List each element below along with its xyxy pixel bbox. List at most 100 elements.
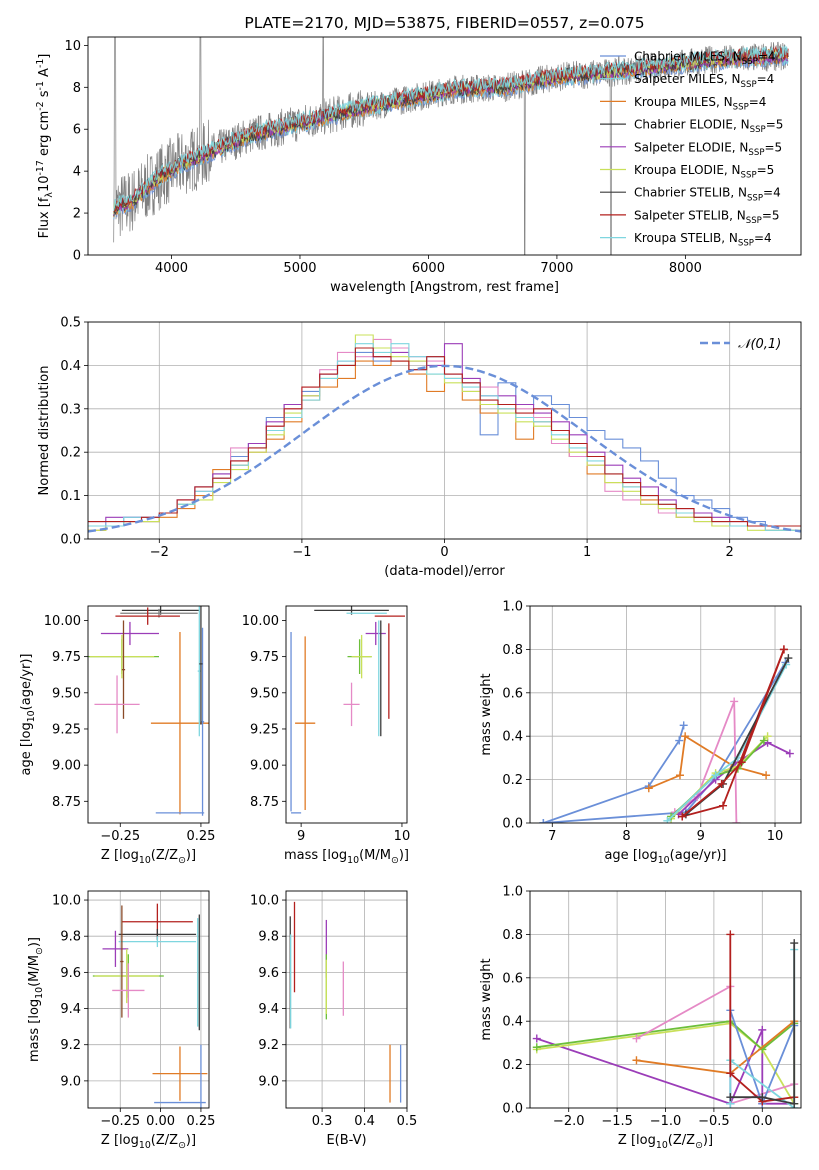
y-tick-label: 0	[73, 249, 81, 264]
legend-label: Salpeter MILES, NSSP​=4	[634, 72, 774, 90]
y-tick-label: 0.0	[502, 1102, 523, 1117]
y-tick-label: 9.25	[52, 722, 81, 737]
x-tick-label: −1.0	[650, 1114, 682, 1129]
y-tick-label: 0.2	[502, 773, 523, 788]
y-tick-label: 9.4	[258, 1002, 279, 1017]
plot-area	[530, 606, 801, 823]
series-marker	[539, 819, 548, 823]
series-marker	[758, 1093, 767, 1102]
x-tick-label: 9	[697, 829, 705, 844]
series-marker	[532, 1043, 541, 1052]
series-line	[543, 661, 787, 823]
series-marker	[759, 736, 768, 745]
x-tick-label: −0.25	[100, 829, 140, 844]
x-axis-label: mass [log10​(M/M⊙​)]	[284, 848, 409, 866]
series-line	[730, 943, 796, 1105]
series-marker	[675, 771, 684, 780]
y-tick-label: 9.2	[258, 1038, 279, 1053]
series-marker	[719, 801, 728, 810]
plot-area	[530, 891, 801, 1108]
y-tick-label: 0.2	[60, 446, 81, 461]
x-tick-label: 0.25	[186, 829, 215, 844]
y-tick-label: 9.2	[60, 1038, 81, 1053]
panel-residuals: −2 −1 0 1 2 0.0 0.1 0.2 0.3 0.4 0.5 (data-model)/er…	[37, 316, 802, 579]
y-axis-label: mass weight	[479, 958, 494, 1040]
series-marker	[632, 1034, 641, 1043]
y-tick-label: 6	[73, 123, 81, 138]
y-axis-label: Flux [fλ​10-17​ erg cm-2​ s-1​ A-1​]	[35, 54, 55, 239]
y-tick-label: 0.5	[60, 316, 81, 331]
y-tick-label: 0.3	[60, 402, 81, 417]
series-marker	[679, 721, 688, 730]
x-tick-label: 0.5	[397, 1114, 418, 1129]
series-marker	[675, 736, 684, 745]
model-line	[113, 44, 789, 212]
y-tick-label: 10	[64, 39, 81, 54]
x-tick-label: 5000	[283, 261, 316, 276]
series-marker	[732, 819, 741, 823]
y-tick-label: 9.6	[258, 966, 279, 981]
y-tick-label: 10.00	[242, 614, 279, 629]
series-marker	[762, 771, 771, 780]
y-tick-label: 0.2	[502, 1058, 523, 1073]
series-marker	[711, 771, 720, 780]
x-tick-label: 10	[394, 829, 411, 844]
series-line	[543, 725, 685, 823]
y-tick-label: 9.6	[60, 966, 81, 981]
x-tick-label: 0.4	[354, 1114, 375, 1129]
legend-label: Kroupa MILES, NSSP​=4	[634, 95, 766, 113]
x-tick-label: −1.5	[601, 1114, 633, 1129]
y-tick-label: 10.00	[44, 614, 81, 629]
legend-label: Kroupa STELIB, NSSP​=4	[634, 231, 772, 249]
y-tick-label: 0.0	[60, 533, 81, 548]
y-tick-label: 9.8	[258, 930, 279, 945]
x-tick-label: 0	[440, 545, 448, 560]
histogram-series	[88, 347, 801, 527]
y-tick-label: 4	[73, 165, 81, 180]
axes-frame	[87, 890, 210, 1109]
x-tick-label: −2.0	[553, 1114, 585, 1129]
series-marker	[681, 732, 690, 741]
series-marker	[785, 749, 794, 758]
x-axis-label: E(B-V)	[326, 1133, 366, 1148]
y-axis-label: age [log10​(age/yr)]	[19, 653, 37, 775]
x-tick-label: 0.00	[146, 1114, 175, 1129]
x-tick-label: 2	[726, 545, 734, 560]
x-axis-label: Z [log10​(Z/Z⊙​)]	[101, 848, 196, 866]
axes-frame	[87, 321, 802, 540]
legend-label: Salpeter STELIB, NSSP​=5	[634, 208, 780, 226]
y-tick-label: 0.6	[502, 686, 523, 701]
series-line	[666, 664, 787, 822]
series-marker	[632, 1056, 641, 1065]
axes-frame	[87, 36, 802, 256]
series-marker	[726, 1093, 735, 1102]
series-marker	[726, 1069, 735, 1078]
y-tick-label: 8	[73, 81, 81, 96]
series-marker	[779, 645, 788, 654]
y-tick-label: 9.00	[250, 759, 279, 774]
x-tick-label: 4000	[155, 261, 188, 276]
y-tick-label: 9.0	[258, 1074, 279, 1089]
y-tick-label: 1.0	[502, 885, 523, 900]
axes-frame	[529, 605, 802, 824]
series-marker	[532, 1034, 541, 1043]
y-tick-label: 1.0	[502, 600, 523, 615]
series-marker	[717, 779, 726, 788]
series-line	[636, 984, 795, 1105]
x-axis-label: (data-model)/error	[384, 564, 505, 579]
y-axis-label: mass weight	[479, 673, 494, 755]
plot-area	[88, 891, 209, 1108]
series-marker	[726, 930, 735, 939]
legend-label: Chabrier ELODIE, NSSP​=5	[634, 118, 783, 136]
panel-mw_vs_age: 7 8 9 10 0.0 0.2 0.4 0.6 0.8 1.0 age [log10​(age/y…	[479, 600, 802, 866]
y-tick-label: 0.8	[502, 643, 523, 658]
legend-label: 𝒩(0,1)	[738, 337, 781, 352]
y-tick-label: 9.00	[52, 759, 81, 774]
y-tick-label: 9.75	[250, 650, 279, 665]
x-tick-label: 0.3	[312, 1114, 333, 1129]
x-tick-label: 10	[767, 829, 784, 844]
panel-spectrum: 4000 5000 6000 7000 8000 0 2 4 6 8 10 wavelength [A…	[35, 14, 802, 295]
x-tick-label: 8	[622, 829, 630, 844]
y-tick-label: 0.4	[60, 359, 81, 374]
